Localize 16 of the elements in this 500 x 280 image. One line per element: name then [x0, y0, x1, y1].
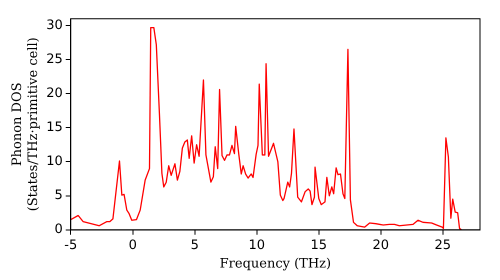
y-tick-label: 30	[46, 18, 63, 33]
x-tick-label: 25	[434, 238, 452, 253]
y-tick-label: 10	[46, 154, 63, 170]
y-tick-label: 25	[46, 52, 63, 68]
y-tick-label: 0	[54, 222, 63, 238]
x-tick-label: -5	[64, 238, 78, 253]
y-tick-label: 20	[46, 86, 63, 102]
x-tick-label: 10	[248, 238, 266, 253]
x-tick-label: 5	[190, 238, 199, 253]
x-tick-label: 15	[310, 238, 328, 253]
x-tick-label: 20	[372, 238, 390, 253]
y-axis-title: Phonon DOS (States/THz·primitive cell)	[10, 37, 41, 212]
y-tick-label: 15	[46, 120, 63, 136]
x-axis-title: Frequency (THz)	[220, 256, 332, 272]
x-tick-label: 0	[128, 238, 137, 253]
y-tick-label: 5	[54, 188, 63, 204]
